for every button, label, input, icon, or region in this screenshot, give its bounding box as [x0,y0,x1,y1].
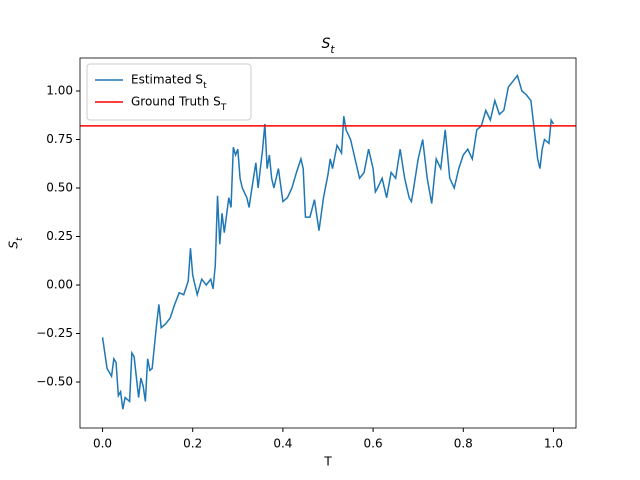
series-line [101,73,555,410]
legend-label: Estimated St [131,73,207,91]
y-axis-label: St [7,237,25,249]
y-tick-label: 0.75 [46,132,73,146]
legend-label: Ground Truth ST [131,95,227,113]
x-axis-label: T [323,455,332,469]
y-tick-label: 1.00 [46,83,73,97]
y-tick-label: 0.25 [46,229,73,243]
x-tick-label: 0.6 [364,437,383,451]
x-tick-label: 0.0 [93,437,112,451]
x-tick-label: 0.4 [273,437,292,451]
x-tick-label: 1.0 [544,437,563,451]
legend-box [86,63,252,121]
y-tick-label: −0.25 [36,326,73,340]
y-tick-label: 0.50 [46,180,73,194]
plot-frame [79,57,577,429]
x-tick-label: 0.8 [454,437,473,451]
y-tick-label: 0.00 [46,278,73,292]
y-tick-label: −0.50 [36,375,73,389]
x-tick-label: 0.2 [183,437,202,451]
